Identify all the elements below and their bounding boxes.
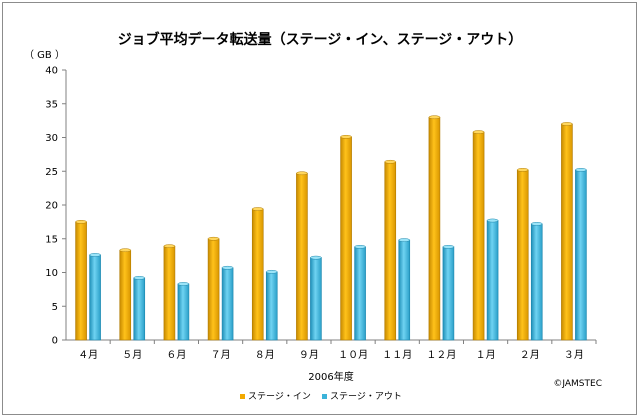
bar-stage-out bbox=[177, 283, 190, 341]
y-tick-label: 15 bbox=[45, 234, 58, 245]
bars bbox=[75, 115, 587, 341]
bar-cap-stage-out bbox=[442, 245, 455, 249]
y-tick-label: 5 bbox=[52, 302, 58, 313]
x-tick-label: ４月 bbox=[78, 349, 98, 361]
bar-stage-out bbox=[442, 246, 455, 341]
bar-stage-in bbox=[516, 169, 529, 341]
bar-stage-in bbox=[119, 249, 132, 341]
bar-stage-in bbox=[384, 161, 397, 341]
y-tick-label: 40 bbox=[45, 66, 58, 77]
bar-cap-stage-in bbox=[75, 220, 87, 224]
x-tick-label: ９月 bbox=[299, 349, 319, 361]
bar-stage-out bbox=[265, 271, 278, 341]
bar-stage-in bbox=[472, 131, 485, 341]
bar-cap-stage-in bbox=[517, 168, 529, 172]
bar-cap-stage-in bbox=[384, 159, 396, 164]
bar-cap-stage-in bbox=[252, 207, 264, 211]
bar-cap-stage-in bbox=[340, 134, 352, 139]
bar-stage-out bbox=[486, 220, 499, 341]
bar-stage-in bbox=[340, 136, 352, 341]
bar-stage-in bbox=[561, 123, 573, 341]
axes: 0 5 10 15 20 25 30 35 40 ４月 ５月 ６月 ７月 ８月 ９月 １０月 １１月 １２月 １月 ２… bbox=[45, 66, 597, 361]
bar-stage-in bbox=[428, 116, 441, 341]
x-tick-label: ５月 bbox=[122, 349, 142, 361]
bar-cap-stage-in bbox=[472, 130, 485, 134]
bar-stage-out bbox=[354, 246, 366, 341]
legend-label-stage-out: ステージ・アウト bbox=[330, 391, 402, 402]
y-tick-label: 25 bbox=[45, 167, 58, 178]
bar-stage-out bbox=[310, 257, 322, 341]
bar-stage-in bbox=[251, 208, 264, 341]
bar-stage-out bbox=[575, 169, 587, 341]
bar-cap-stage-in bbox=[207, 236, 220, 241]
bar-cap-stage-out bbox=[89, 253, 101, 257]
bar-cap-stage-in bbox=[163, 244, 176, 249]
legend: ステージ・イン ステージ・アウト bbox=[240, 391, 402, 402]
x-tick-label: １０月 bbox=[338, 349, 368, 361]
bar-cap-stage-out bbox=[486, 218, 499, 223]
bar-stage-out bbox=[89, 254, 101, 341]
bar-cap-stage-out bbox=[354, 245, 366, 249]
x-tick-label: １月 bbox=[476, 349, 496, 361]
bar-cap-stage-out bbox=[221, 265, 234, 270]
x-axis-title: 2006年度 bbox=[308, 370, 353, 383]
x-tick-label: １２月 bbox=[426, 349, 456, 361]
copyright-credit: ©JAMSTEC bbox=[553, 379, 602, 389]
y-tick-label: 20 bbox=[45, 201, 58, 212]
legend-swatch-stage-out bbox=[322, 394, 327, 399]
y-tick-label: 10 bbox=[45, 268, 58, 279]
bar-cap-stage-out bbox=[266, 269, 278, 274]
bar-stage-in bbox=[207, 238, 220, 341]
y-tick-label: 35 bbox=[45, 99, 58, 110]
y-tick-label: 0 bbox=[52, 336, 58, 347]
bar-cap-stage-out bbox=[310, 255, 322, 260]
bar-cap-stage-in bbox=[428, 115, 441, 120]
legend-label-stage-in: ステージ・イン bbox=[248, 391, 311, 402]
legend-swatch-stage-in bbox=[240, 394, 245, 399]
bar-stage-in bbox=[163, 245, 176, 341]
bar-stage-in bbox=[75, 221, 87, 341]
x-tick-label: ７月 bbox=[211, 349, 231, 361]
bar-cap-stage-out bbox=[575, 168, 587, 172]
bar-cap-stage-in bbox=[296, 171, 308, 176]
bar-cap-stage-in bbox=[561, 122, 573, 126]
bar-cap-stage-in bbox=[119, 248, 131, 253]
bar-cap-stage-out bbox=[133, 276, 145, 280]
bar-stage-out bbox=[530, 223, 543, 341]
y-tick-label: 30 bbox=[45, 133, 58, 144]
y-unit-label: （ GB ） bbox=[24, 49, 65, 61]
bar-cap-stage-out bbox=[398, 238, 410, 242]
bar-stage-out bbox=[221, 267, 234, 341]
x-tick-label: ３月 bbox=[564, 349, 584, 361]
bar-cap-stage-out bbox=[177, 282, 190, 286]
x-tick-label: ６月 bbox=[166, 349, 186, 361]
bar-stage-in bbox=[296, 172, 308, 341]
x-tick-label: ８月 bbox=[255, 349, 275, 361]
bar-cap-stage-out bbox=[531, 222, 543, 226]
bar-stage-out bbox=[133, 277, 146, 341]
bar-stage-out bbox=[398, 239, 411, 341]
x-tick-label: １１月 bbox=[382, 349, 412, 361]
x-tick-label: ２月 bbox=[520, 349, 540, 361]
chart-title: ジョブ平均データ転送量（ステージ・イン、ステージ・アウト） bbox=[118, 31, 523, 48]
